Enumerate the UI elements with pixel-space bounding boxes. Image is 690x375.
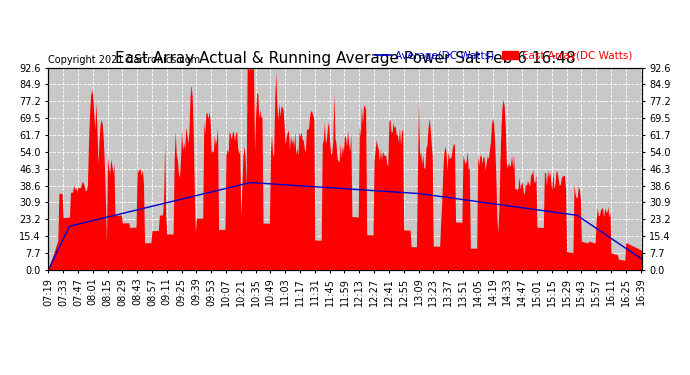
Legend: Average(DC Watts), East Array(DC Watts): Average(DC Watts), East Array(DC Watts)	[371, 46, 636, 65]
Text: Copyright 2021 Cartronics.com: Copyright 2021 Cartronics.com	[48, 56, 200, 65]
Title: East Array Actual & Running Average Power Sat Feb 6 16:48: East Array Actual & Running Average Powe…	[115, 51, 575, 66]
